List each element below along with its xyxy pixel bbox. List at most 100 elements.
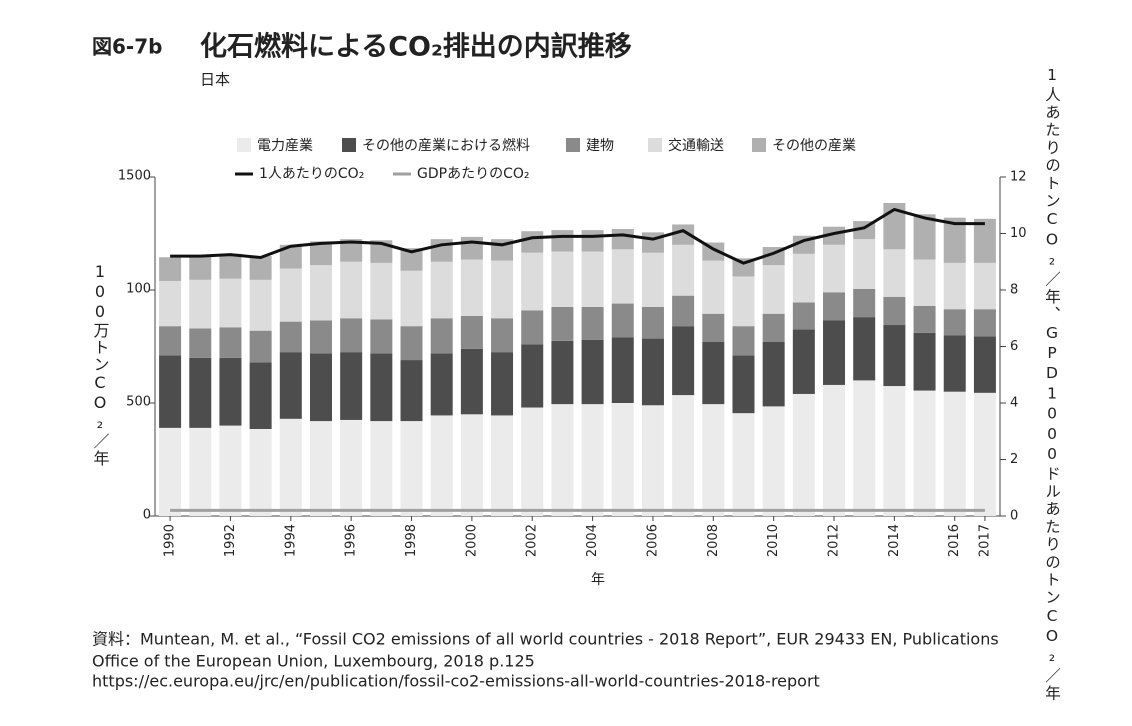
- bar-segment: [641, 306, 664, 339]
- bar-segment: [702, 260, 725, 314]
- bar-segment: [973, 309, 996, 337]
- bar-segment: [189, 357, 212, 428]
- x-tick-label: 1990: [163, 524, 178, 557]
- bar-segment: [521, 252, 544, 311]
- bar-segment: [762, 406, 785, 516]
- bar-segment: [641, 405, 664, 516]
- line-series: [170, 207, 985, 265]
- bar-segment: [430, 353, 453, 416]
- bar-segment: [551, 230, 574, 252]
- bar-segment: [913, 259, 936, 306]
- bar-segment: [853, 380, 876, 516]
- x-tick-label: 1998: [404, 524, 419, 557]
- bar-segment: [913, 305, 936, 333]
- source-line: https://ec.europa.eu/jrc/en/publication/…: [92, 672, 820, 691]
- bar-segment: [581, 306, 604, 340]
- y-tick-label: 1500: [118, 169, 151, 184]
- bar-segment: [309, 241, 332, 266]
- y-tick-label: 100: [126, 282, 151, 297]
- bar-segment: [400, 248, 423, 271]
- bar-segment: [973, 336, 996, 393]
- bar-segment: [159, 427, 182, 516]
- bar-segment: [340, 239, 363, 262]
- bar-segment: [551, 306, 574, 341]
- bar-segment: [249, 362, 272, 429]
- bar-segment: [219, 253, 242, 279]
- bar-segment: [430, 261, 453, 319]
- bar-segment: [370, 421, 393, 516]
- bar-segment: [702, 341, 725, 405]
- x-tick-label: 1992: [223, 524, 238, 557]
- bar-segment: [641, 338, 664, 406]
- x-tick-label: 2012: [827, 524, 842, 557]
- bar-segment: [551, 340, 574, 405]
- bar-segment: [340, 261, 363, 319]
- bar-segment: [672, 326, 695, 396]
- bar-segment: [249, 256, 272, 280]
- bar-segment: [159, 280, 182, 327]
- bar-segment: [219, 278, 242, 328]
- bar-segment: [491, 318, 514, 353]
- bar-segment: [672, 244, 695, 296]
- y2-tick-label: 0: [1010, 509, 1018, 524]
- bar-segment: [672, 295, 695, 327]
- x-axis-label: 年: [591, 572, 605, 588]
- bar-segment: [611, 303, 634, 338]
- bar-segment: [762, 313, 785, 342]
- bar-segment: [913, 332, 936, 391]
- bar-segment: [521, 310, 544, 345]
- y2-tick-label: 8: [1010, 283, 1018, 298]
- bar-segment: [400, 421, 423, 516]
- bar-segment: [430, 239, 453, 262]
- bar-segment: [189, 427, 212, 516]
- bar-segment: [611, 337, 634, 403]
- bar-segment: [792, 302, 815, 330]
- bar-segment: [159, 326, 182, 356]
- bar-segment: [249, 279, 272, 331]
- bar-segment: [943, 309, 966, 336]
- bar-segment: [732, 355, 755, 414]
- bar-segment: [400, 360, 423, 422]
- bar-segment: [460, 348, 483, 415]
- legend-label: 交通輸送: [668, 137, 724, 154]
- bar-segment: [521, 231, 544, 253]
- bar-segment: [973, 218, 996, 263]
- bar-segment: [823, 320, 846, 385]
- x-tick-label: 2002: [525, 524, 540, 557]
- bar-segment: [762, 341, 785, 407]
- legend-swatch: [752, 138, 766, 152]
- y2-tick-label: 4: [1010, 396, 1018, 411]
- bar-segment: [792, 329, 815, 394]
- bar-segment: [792, 393, 815, 516]
- x-tick-label: 2000: [464, 524, 479, 557]
- bar-segment: [430, 318, 453, 354]
- bar-segment: [460, 236, 483, 260]
- figure-label: 図6-7b: [92, 35, 162, 59]
- bar-segment: [340, 352, 363, 420]
- bar-segment: [309, 353, 332, 422]
- bar-segment: [732, 276, 755, 327]
- bar-segment: [460, 315, 483, 349]
- bar-segment: [853, 288, 876, 318]
- bar-segment: [400, 326, 423, 361]
- legend-swatch: [648, 138, 662, 152]
- bar-segment: [762, 265, 785, 314]
- legend-swatch: [342, 138, 356, 152]
- bar-segment: [823, 292, 846, 321]
- bar-segment: [883, 296, 906, 326]
- bar-segment: [521, 407, 544, 516]
- chart-title: 化石燃料によるCO₂排出の内訳推移: [200, 31, 632, 63]
- source-line: Office of the European Union, Luxembourg…: [92, 652, 535, 671]
- x-tick-label: 2016: [947, 524, 962, 557]
- bar-segment: [943, 262, 966, 310]
- y-axis-label: 100万トンCO₂／年: [91, 262, 110, 467]
- y2-tick-label: 6: [1010, 339, 1018, 354]
- bar-segment: [400, 270, 423, 327]
- bar-segment: [279, 418, 302, 516]
- bar-segment: [581, 230, 604, 252]
- bar-segment: [370, 262, 393, 320]
- bar-segment: [279, 352, 302, 419]
- bar-segment: [883, 325, 906, 387]
- bar-segment: [551, 404, 574, 516]
